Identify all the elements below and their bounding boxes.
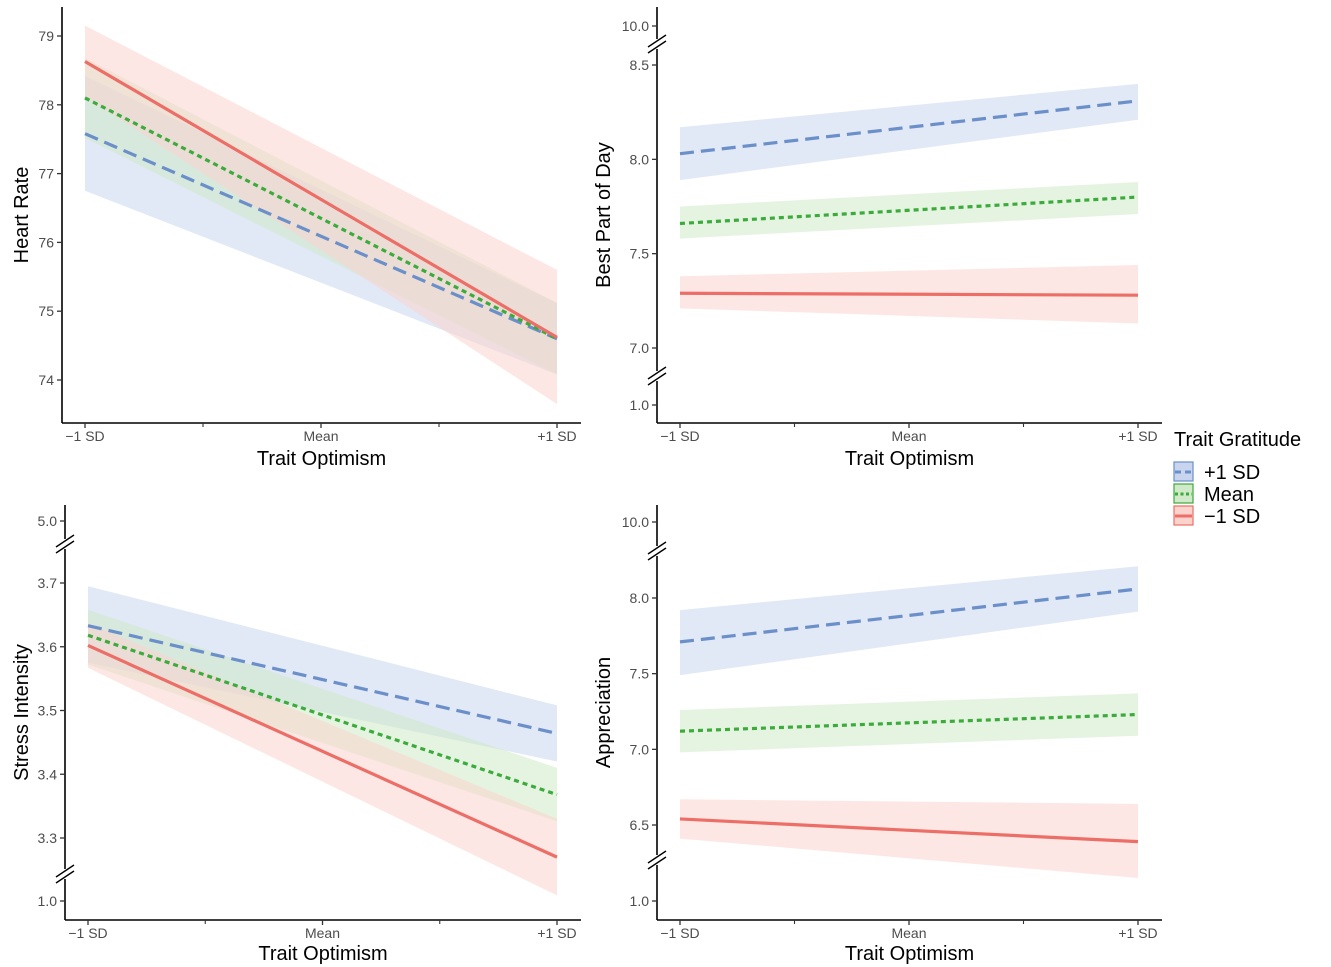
- y-tick-label: 3.4: [38, 766, 58, 782]
- confidence-band-minus1sd: [85, 25, 557, 405]
- y-tick-label: 7.0: [630, 340, 650, 356]
- axis-break-mark: [647, 34, 667, 54]
- x-axis-title: Trait Optimism: [845, 448, 974, 470]
- series-line-minus1sd: [87, 644, 558, 859]
- series-line-minus1sd: [84, 60, 558, 339]
- y-tick-label: 10.0: [622, 18, 649, 34]
- y-axis-title: Best Part of Day: [593, 142, 615, 288]
- y-axis-title: Heart Rate: [11, 167, 33, 264]
- x-tick-label: −1 SD: [65, 428, 104, 444]
- y-tick-label: 1.0: [630, 397, 650, 413]
- series-line-plus1sd: [679, 587, 1139, 644]
- y-axis-title: Appreciation: [593, 657, 615, 768]
- series-line-plus1sd: [84, 132, 558, 341]
- y-axis-title: Stress Intensity: [11, 644, 33, 781]
- x-axis-title: Trait Optimism: [257, 448, 386, 470]
- y-tick-label: 6.5: [630, 817, 650, 833]
- panel-bottom-left: 5.0 1.0 3.3 3.4 3.5 3.6 3.7 −1 SD Mean +1 SD Trait…: [11, 505, 581, 965]
- series-line-plus1sd: [679, 99, 1139, 156]
- x-tick-label: +1 SD: [537, 925, 576, 941]
- legend-label: Mean: [1204, 484, 1254, 506]
- y-tick-label: 8.5: [630, 57, 650, 73]
- axis-break-mark: [647, 850, 667, 870]
- y-tick-label: 3.5: [38, 703, 58, 719]
- axis-break-mark: [55, 864, 75, 884]
- confidence-band-plus1sd: [88, 586, 557, 762]
- x-axis-title: Trait Optimism: [845, 943, 974, 965]
- series-line-minus1sd: [679, 817, 1139, 844]
- series-line-mean: [87, 633, 558, 797]
- series-line-mean: [679, 195, 1139, 226]
- y-tick-label: 78: [38, 97, 54, 113]
- panel-bottom-right: 10.0 1.0 6.5 7.0 7.5 8.0 −1 SD Mean +1 SD Trait O…: [593, 505, 1162, 965]
- x-tick-label: −1 SD: [660, 925, 699, 941]
- x-tick-label: +1 SD: [1118, 925, 1157, 941]
- series-line-minus1sd: [679, 291, 1139, 297]
- legend-item-minus1sd: −1 SD: [1173, 505, 1260, 528]
- y-tick-label: 8.0: [630, 151, 650, 167]
- y-tick-label: 3.3: [38, 830, 58, 846]
- x-tick-label: Mean: [891, 428, 926, 444]
- x-tick-label: −1 SD: [68, 925, 107, 941]
- confidence-band-minus1sd: [680, 799, 1138, 878]
- x-tick-label: −1 SD: [660, 428, 699, 444]
- x-tick-label: +1 SD: [537, 428, 576, 444]
- series-line-mean: [679, 712, 1139, 733]
- y-tick-label: 7.5: [630, 666, 650, 682]
- chart-panels: 74 75 76 77 78 79 −1 SD Mean +1 SD Trait Optimism…: [11, 7, 1162, 965]
- y-tick-label: 77: [38, 166, 54, 182]
- y-tick-label: 3.7: [38, 575, 58, 591]
- y-tick-label: 7.0: [630, 741, 650, 757]
- y-tick-label: 74: [38, 372, 54, 388]
- legend-label: −1 SD: [1204, 506, 1260, 528]
- legend-item-plus1sd: +1 SD: [1173, 461, 1260, 484]
- y-tick-label: 5.0: [38, 513, 58, 529]
- y-tick-label: 1.0: [38, 893, 58, 909]
- x-tick-label: Mean: [891, 925, 926, 941]
- y-tick-label: 1.0: [630, 893, 650, 909]
- confidence-band-plus1sd: [680, 566, 1138, 676]
- y-tick-label: 10.0: [622, 514, 649, 530]
- y-tick-label: 8.0: [630, 590, 650, 606]
- series-line-mean: [84, 96, 558, 341]
- y-tick-label: 3.6: [38, 639, 58, 655]
- y-tick-label: 76: [38, 234, 54, 250]
- x-axis-title: Trait Optimism: [258, 943, 387, 965]
- y-tick-label: 75: [38, 303, 54, 319]
- legend-key-swatch: [1173, 461, 1194, 482]
- panel-top-right: 10.0 1.0 7.0 7.5 8.0 8.5 −1 SD Mean +1 SD Trait O…: [593, 7, 1162, 470]
- axis-break-mark: [647, 366, 667, 386]
- x-tick-label: Mean: [303, 428, 338, 444]
- panel-top-left: 74 75 76 77 78 79 −1 SD Mean +1 SD Trait Optimism…: [11, 7, 581, 470]
- y-tick-label: 7.5: [630, 246, 650, 262]
- legend-title: Trait Gratitude: [1174, 429, 1301, 451]
- legend-item-mean: Mean: [1173, 483, 1254, 506]
- axis-break-mark: [647, 541, 667, 561]
- y-tick-label: 79: [38, 28, 54, 44]
- confidence-band-minus1sd: [88, 623, 557, 896]
- legend-label: +1 SD: [1204, 462, 1260, 484]
- series-line-plus1sd: [87, 624, 558, 736]
- axis-break-mark: [55, 534, 75, 554]
- x-tick-label: Mean: [305, 925, 340, 941]
- confidence-band-plus1sd: [680, 83, 1138, 181]
- x-tick-label: +1 SD: [1118, 428, 1157, 444]
